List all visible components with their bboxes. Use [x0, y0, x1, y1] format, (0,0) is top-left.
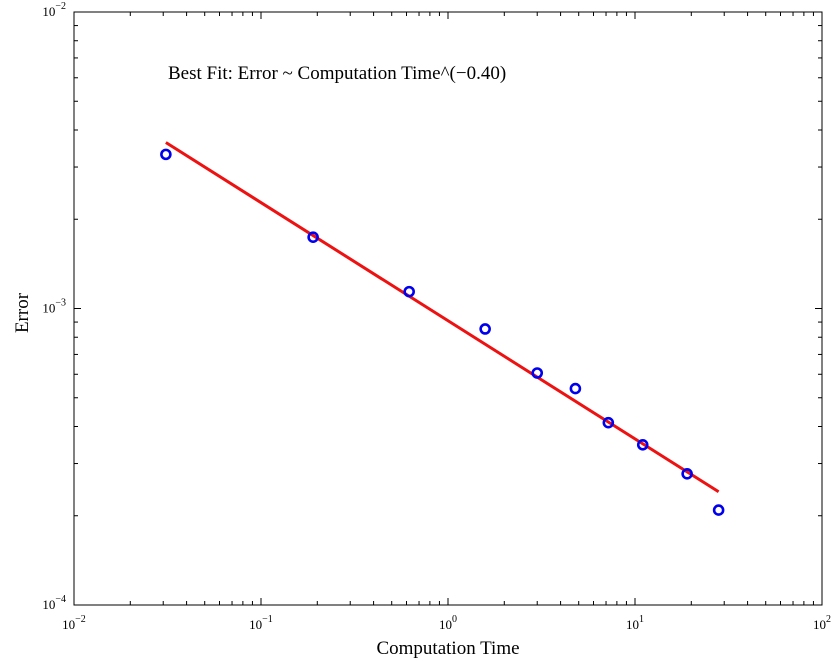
- x-tick-label-exponent: −2: [75, 614, 86, 625]
- x-tick-label: 10−2: [62, 614, 86, 632]
- data-point: [479, 323, 491, 335]
- x-tick-label-exponent: 0: [452, 614, 457, 625]
- y-tick-label-base: 10: [42, 597, 55, 612]
- best-fit-line: [165, 141, 720, 493]
- data-point: [712, 504, 725, 516]
- best-fit-annotation: Best Fit: Error ~ Computation Time^(−0.4…: [168, 63, 506, 84]
- x-tick-label: 101: [626, 614, 644, 632]
- data-point: [636, 438, 649, 451]
- y-tick-label: 10−2: [42, 1, 66, 19]
- y-tick-label-exponent: −2: [55, 1, 66, 12]
- x-tick-label-base: 10: [62, 617, 75, 632]
- data-point: [160, 148, 172, 161]
- x-tick-label-exponent: 2: [826, 614, 831, 625]
- x-tick-label-base: 10: [439, 617, 452, 632]
- y-tick-label-base: 10: [42, 4, 55, 19]
- axes-frame: [73, 11, 823, 606]
- x-tick-label-base: 10: [249, 617, 262, 632]
- data-point: [602, 416, 615, 429]
- x-tick-label: 100: [439, 614, 457, 632]
- x-tick-label-exponent: 1: [639, 614, 644, 625]
- x-tick-label: 10−1: [249, 614, 273, 632]
- data-point: [403, 285, 415, 298]
- x-axis-label: Computation Time: [376, 638, 519, 659]
- x-tick-label-base: 10: [813, 617, 826, 632]
- tick-marks: [73, 11, 823, 606]
- y-axis-label: Error: [12, 292, 33, 333]
- y-tick-label-exponent: −3: [55, 298, 66, 309]
- y-tick-label-base: 10: [42, 301, 55, 316]
- fit-line-series: [165, 141, 720, 493]
- data-point: [531, 367, 544, 379]
- data-point: [307, 231, 319, 243]
- x-tick-label-exponent: −1: [262, 614, 273, 625]
- x-tick-label-base: 10: [626, 617, 639, 632]
- data-point: [681, 468, 693, 480]
- data-point-series: [160, 148, 725, 516]
- y-tick-label: 10−4: [42, 594, 66, 612]
- data-point: [569, 382, 582, 395]
- plot-frame: [73, 11, 823, 606]
- x-tick-label: 102: [813, 614, 831, 632]
- y-tick-label: 10−3: [42, 298, 66, 316]
- y-tick-label-exponent: −4: [55, 594, 66, 605]
